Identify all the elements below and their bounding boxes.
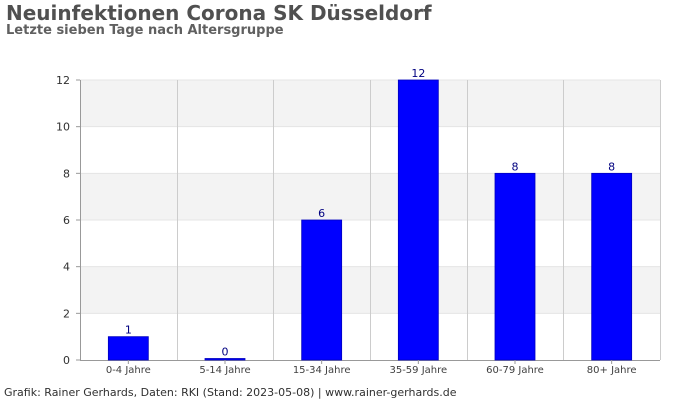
bar — [107, 336, 149, 361]
x-axis-ticks: 0-4 Jahre 5-14 Jahre 15-34 Jahre 35-59 Jahr… — [106, 360, 637, 376]
data-label: 0 — [222, 346, 229, 359]
y-tick-label: 12 — [56, 74, 70, 87]
y-axis-ticks: 0 2 4 6 8 10 12 — [56, 74, 80, 367]
data-label: 8 — [608, 160, 615, 173]
data-label: 6 — [318, 207, 325, 220]
bar — [591, 172, 633, 361]
bars — [107, 79, 633, 361]
x-tick-label: 35-59 Jahre — [389, 365, 447, 376]
y-tick-label: 8 — [63, 167, 70, 180]
data-label: 12 — [411, 67, 425, 80]
y-tick-label: 4 — [63, 261, 70, 274]
bar — [397, 79, 439, 361]
data-labels: 1 0 6 12 8 8 — [125, 67, 615, 359]
bar — [204, 358, 246, 361]
bar — [301, 219, 343, 361]
chart-footer: Grafik: Rainer Gerhards, Daten: RKI (Sta… — [4, 386, 457, 399]
y-tick-label: 10 — [56, 121, 70, 134]
x-tick-label: 0-4 Jahre — [106, 365, 151, 376]
axes — [80, 80, 660, 361]
bar — [494, 172, 536, 361]
data-label: 1 — [125, 324, 132, 337]
y-tick-label: 6 — [63, 214, 70, 227]
data-label: 8 — [512, 160, 519, 173]
x-tick-label: 5-14 Jahre — [199, 365, 250, 376]
x-tick-label: 60-79 Jahre — [486, 365, 544, 376]
chart-title: Neuinfektionen Corona SK Düsseldorf — [6, 1, 432, 25]
chart-subtitle: Letzte sieben Tage nach Altersgruppe — [6, 23, 284, 38]
x-tick-label: 80+ Jahre — [587, 365, 637, 376]
y-tick-label: 2 — [63, 307, 70, 320]
x-tick-label: 15-34 Jahre — [293, 365, 351, 376]
y-tick-label: 0 — [63, 354, 70, 367]
